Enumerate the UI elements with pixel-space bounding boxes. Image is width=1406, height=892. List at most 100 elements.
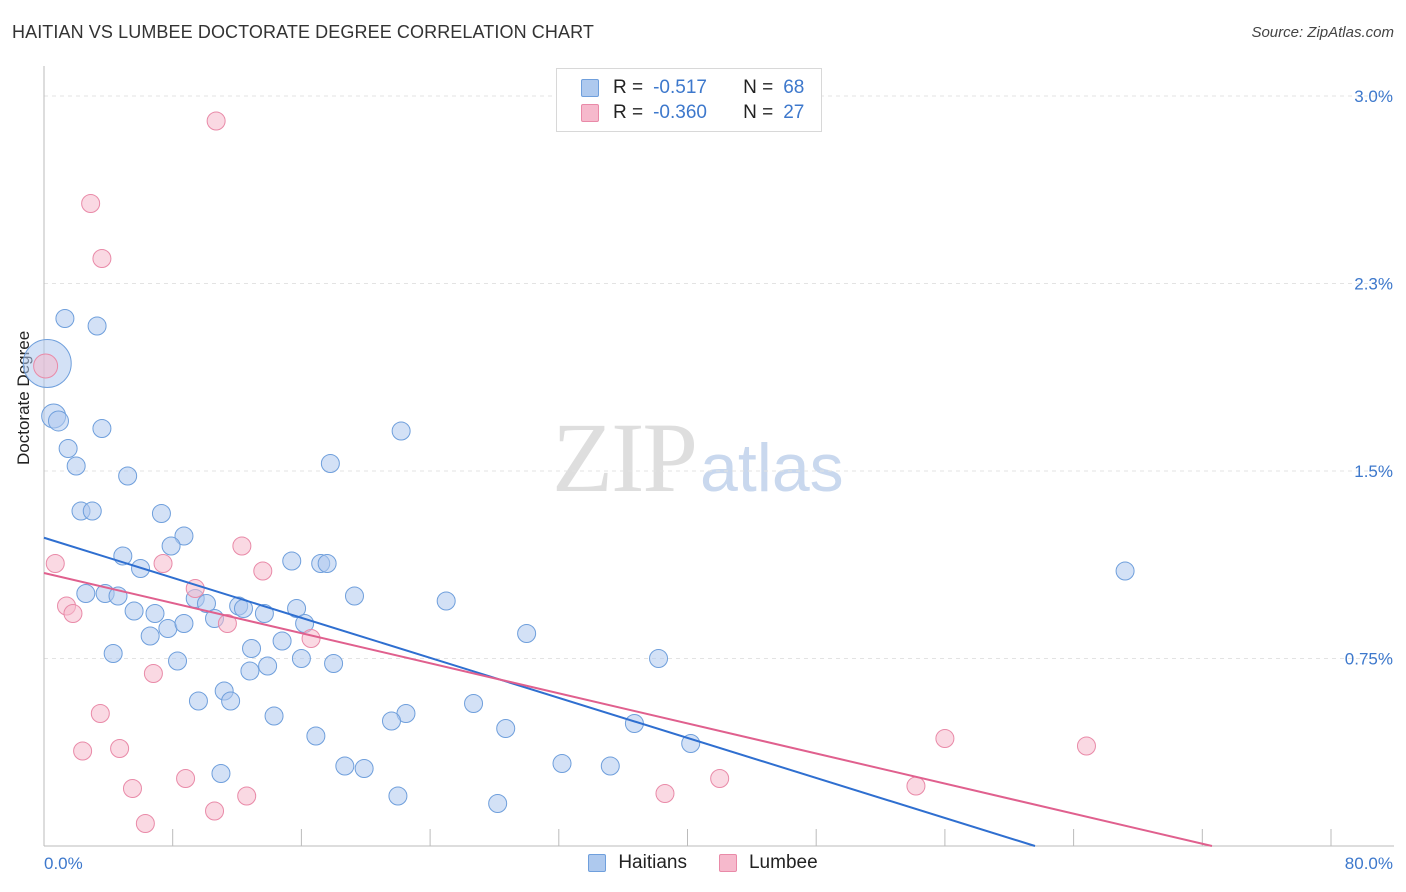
lumbee-point <box>63 604 83 623</box>
haitians-point <box>306 726 326 746</box>
haitians-point <box>391 421 411 441</box>
legend-item-haitians[interactable]: Haitians <box>588 852 687 874</box>
lumbee-point <box>81 194 101 213</box>
lumbee-point <box>153 554 173 573</box>
lumbee-swatch <box>581 104 599 122</box>
y-tick-label: 0.75% <box>1345 650 1393 669</box>
lumbee-point <box>217 614 237 633</box>
haitians-point <box>552 754 572 773</box>
haitians-point <box>140 626 160 646</box>
haitians-point <box>291 649 311 668</box>
haitians-point <box>87 316 107 336</box>
haitians-point <box>151 504 171 523</box>
watermark: ZIPatlas <box>552 400 844 515</box>
haitians-point <box>158 619 178 638</box>
haitians-trend-line <box>43 536 1036 847</box>
legend-r-value: -0.360 <box>653 102 707 123</box>
haitians-point <box>92 419 112 438</box>
haitians-point <box>388 786 408 806</box>
legend-n-value: 27 <box>783 102 805 123</box>
watermark-zip: ZIP <box>552 402 698 513</box>
legend-n-label: N = <box>743 77 774 98</box>
haitians-point <box>76 584 96 603</box>
legend-item-lumbee[interactable]: Lumbee <box>718 852 818 874</box>
y-tick-label: 3.0% <box>1354 87 1393 106</box>
haitians-point <box>517 624 537 643</box>
lumbee-point <box>253 561 273 581</box>
legend-label-lumbee: Lumbee <box>748 852 818 873</box>
lumbee-point <box>906 776 926 796</box>
x-tick-label: 80.0% <box>1345 854 1393 873</box>
haitians-point <box>145 604 165 623</box>
haitians-point <box>496 719 516 738</box>
haitians-point <box>258 656 278 676</box>
lumbee-point <box>176 769 196 788</box>
x-tick-label: 0.0% <box>44 854 83 873</box>
haitians-point <box>242 639 262 658</box>
lumbee-point <box>301 629 321 648</box>
haitians-point <box>168 651 188 671</box>
haitians-point <box>317 554 337 573</box>
lumbee-point <box>232 536 252 556</box>
lumbee-point <box>143 664 163 683</box>
haitians-point <box>272 631 292 651</box>
lumbee-point <box>45 554 65 573</box>
legend-label-haitians: Haitians <box>618 852 687 873</box>
haitians-point <box>174 526 194 546</box>
haitians-swatch <box>588 854 607 872</box>
haitians-point <box>436 591 456 611</box>
haitians-point <box>282 551 302 571</box>
haitians-point <box>118 466 138 486</box>
lumbee-point <box>710 769 730 788</box>
watermark-atlas: atlas <box>700 430 844 506</box>
haitians-point <box>320 454 340 473</box>
haitians-point <box>82 501 102 521</box>
source-credit: Source: ZipAtlas.com <box>1251 24 1394 41</box>
haitians-point <box>681 734 701 753</box>
haitians-point <box>103 644 123 663</box>
haitians-point <box>344 586 364 606</box>
haitians-point <box>47 410 69 432</box>
haitians-point <box>66 456 86 476</box>
haitians-point <box>335 756 355 776</box>
lumbee-point <box>90 704 110 723</box>
lumbee-trend-line <box>43 572 1213 847</box>
lumbee-point <box>122 779 142 798</box>
lumbee-point <box>206 111 226 131</box>
haitians-swatch <box>581 79 599 97</box>
legend-r-label: R = <box>613 102 644 123</box>
haitians-point <box>264 706 284 726</box>
haitians-point <box>254 604 274 623</box>
haitians-point <box>488 794 508 813</box>
legend-row-lumbee: R = -0.360 N = 27 <box>581 101 804 125</box>
y-tick-label: 2.3% <box>1354 275 1393 294</box>
haitians-point <box>161 536 181 556</box>
series-legend: Haitians Lumbee <box>0 852 1406 874</box>
lumbee-point <box>655 784 675 803</box>
legend-n-label: N = <box>743 102 774 123</box>
haitians-point <box>1115 561 1135 581</box>
haitians-point <box>240 661 260 681</box>
haitians-point <box>221 691 241 711</box>
haitians-point <box>58 439 78 458</box>
legend-r-value: -0.517 <box>653 77 707 98</box>
haitians-point <box>55 309 75 328</box>
lumbee-point <box>73 741 93 761</box>
correlation-legend: R = -0.517 N = 68 R = -0.360 N = 27 <box>556 68 822 132</box>
haitians-point <box>464 694 484 713</box>
haitians-point <box>324 654 344 673</box>
legend-row-haitians: R = -0.517 N = 68 <box>581 76 804 100</box>
lumbee-swatch <box>718 854 737 872</box>
legend-n-value: 68 <box>783 77 805 98</box>
lumbee-point <box>110 739 130 758</box>
haitians-point <box>211 764 231 783</box>
haitians-point <box>381 711 401 731</box>
chart-title: HAITIAN VS LUMBEE DOCTORATE DEGREE CORRE… <box>12 22 594 42</box>
haitians-point <box>124 601 144 621</box>
legend-r-label: R = <box>613 77 644 98</box>
haitians-point <box>287 599 307 618</box>
lumbee-point <box>205 801 225 821</box>
lumbee-point <box>237 786 257 806</box>
haitians-point <box>354 759 374 778</box>
